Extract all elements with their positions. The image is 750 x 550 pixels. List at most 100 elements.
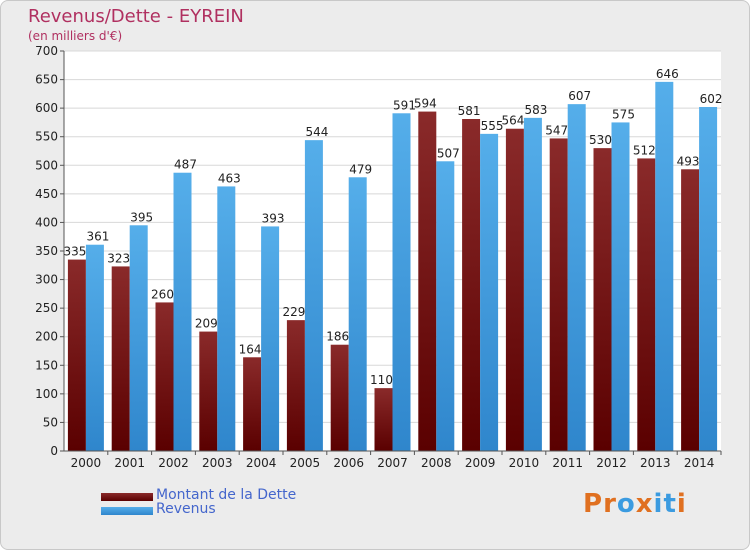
bar-revenus [304,140,323,451]
bar-dette [462,119,481,451]
bar-dette [637,158,656,451]
data-label-revenus: 361 [86,230,109,244]
bar-revenus [392,113,411,452]
bar-revenus [348,177,367,452]
bar-revenus [261,226,280,451]
bar-dette [67,259,86,451]
y-tick-label: 300 [35,273,58,287]
bar-dette [111,266,130,451]
data-label-dette: 493 [677,154,700,168]
bar-revenus [480,133,499,451]
data-label-revenus: 555 [481,119,504,133]
x-tick-label: 2013 [640,456,671,470]
y-tick-label: 650 [35,73,58,87]
data-label-revenus: 463 [218,171,241,185]
legend-label-dette: Montant de la Dette [156,487,297,503]
data-label-dette: 547 [545,123,568,137]
data-label-dette: 229 [282,305,305,319]
x-tick-label: 2001 [114,456,145,470]
logo-letter: t [663,489,677,519]
bar-revenus [217,186,236,451]
chart-subtitle: (en milliers d'€) [28,29,123,43]
legend-swatch-revenus [101,507,153,515]
y-tick-label: 350 [35,244,58,258]
data-label-dette: 110 [370,373,393,387]
bar-revenus [611,122,630,451]
data-label-revenus: 395 [130,210,153,224]
y-tick-label: 600 [35,101,58,115]
bar-dette [286,320,305,451]
x-tick-label: 2009 [465,456,496,470]
data-label-dette: 581 [458,104,481,118]
x-tick-label: 2011 [552,456,583,470]
y-tick-label: 700 [35,44,58,58]
x-tick-label: 2000 [71,456,102,470]
legend-label-revenus: Revenus [156,501,216,517]
bar-revenus [85,244,104,451]
bar-dette [549,138,568,451]
data-label-revenus: 479 [349,162,372,176]
y-tick-label: 250 [35,301,58,315]
data-label-dette: 512 [633,143,656,157]
data-label-revenus: 507 [437,146,460,160]
data-label-dette: 164 [239,342,262,356]
data-label-revenus: 487 [174,158,197,172]
bar-dette [199,331,218,451]
bar-dette [243,357,262,451]
y-tick-label: 500 [35,158,58,172]
bar-revenus [129,225,148,451]
proxiti-logo: Proxiti [583,489,687,519]
logo-letter: o [616,489,636,519]
x-tick-label: 2003 [202,456,233,470]
bar-dette [374,388,393,451]
y-tick-label: 550 [35,130,58,144]
data-label-revenus: 607 [568,89,591,103]
data-label-revenus: 575 [612,107,635,121]
data-label-revenus: 583 [524,103,547,117]
y-tick-label: 100 [35,387,58,401]
data-label-dette: 335 [63,245,86,259]
y-tick-label: 50 [43,415,58,429]
logo-letter: i [653,489,664,519]
bar-revenus [436,161,455,452]
x-tick-label: 2014 [684,456,715,470]
bar-dette [505,128,524,451]
data-label-revenus: 602 [700,92,723,106]
chart-title: Revenus/Dette - EYREIN [28,6,244,27]
bar-dette [418,111,437,452]
data-label-dette: 260 [151,287,174,301]
bar-dette [681,169,700,452]
data-label-dette: 594 [414,97,437,111]
bar-dette [593,148,612,451]
bar-revenus [523,117,542,451]
bar-revenus [655,81,674,451]
x-tick-label: 2002 [158,456,189,470]
y-tick-label: 400 [35,215,58,229]
data-label-revenus: 544 [305,125,328,139]
x-tick-label: 2012 [596,456,627,470]
y-tick-label: 200 [35,330,58,344]
x-tick-label: 2004 [246,456,277,470]
y-tick-label: 450 [35,187,58,201]
bar-dette [155,302,174,451]
data-label-dette: 564 [501,114,524,128]
data-label-dette: 323 [107,251,130,265]
data-label-dette: 186 [326,330,349,344]
bar-dette [330,344,349,451]
logo-letter: x [635,489,654,519]
x-tick-label: 2010 [509,456,540,470]
data-label-revenus: 646 [656,67,679,81]
logo-letter: i [676,489,687,519]
legend-swatch-dette [101,493,153,501]
y-tick-label: 150 [35,358,58,372]
x-tick-label: 2006 [333,456,364,470]
data-label-dette: 530 [589,133,612,147]
y-tick-label: 0 [50,444,58,458]
data-label-revenus: 393 [262,211,285,225]
x-tick-label: 2008 [421,456,452,470]
bar-revenus [173,172,192,451]
logo-letter: P [583,489,604,519]
data-label-dette: 209 [195,317,218,331]
